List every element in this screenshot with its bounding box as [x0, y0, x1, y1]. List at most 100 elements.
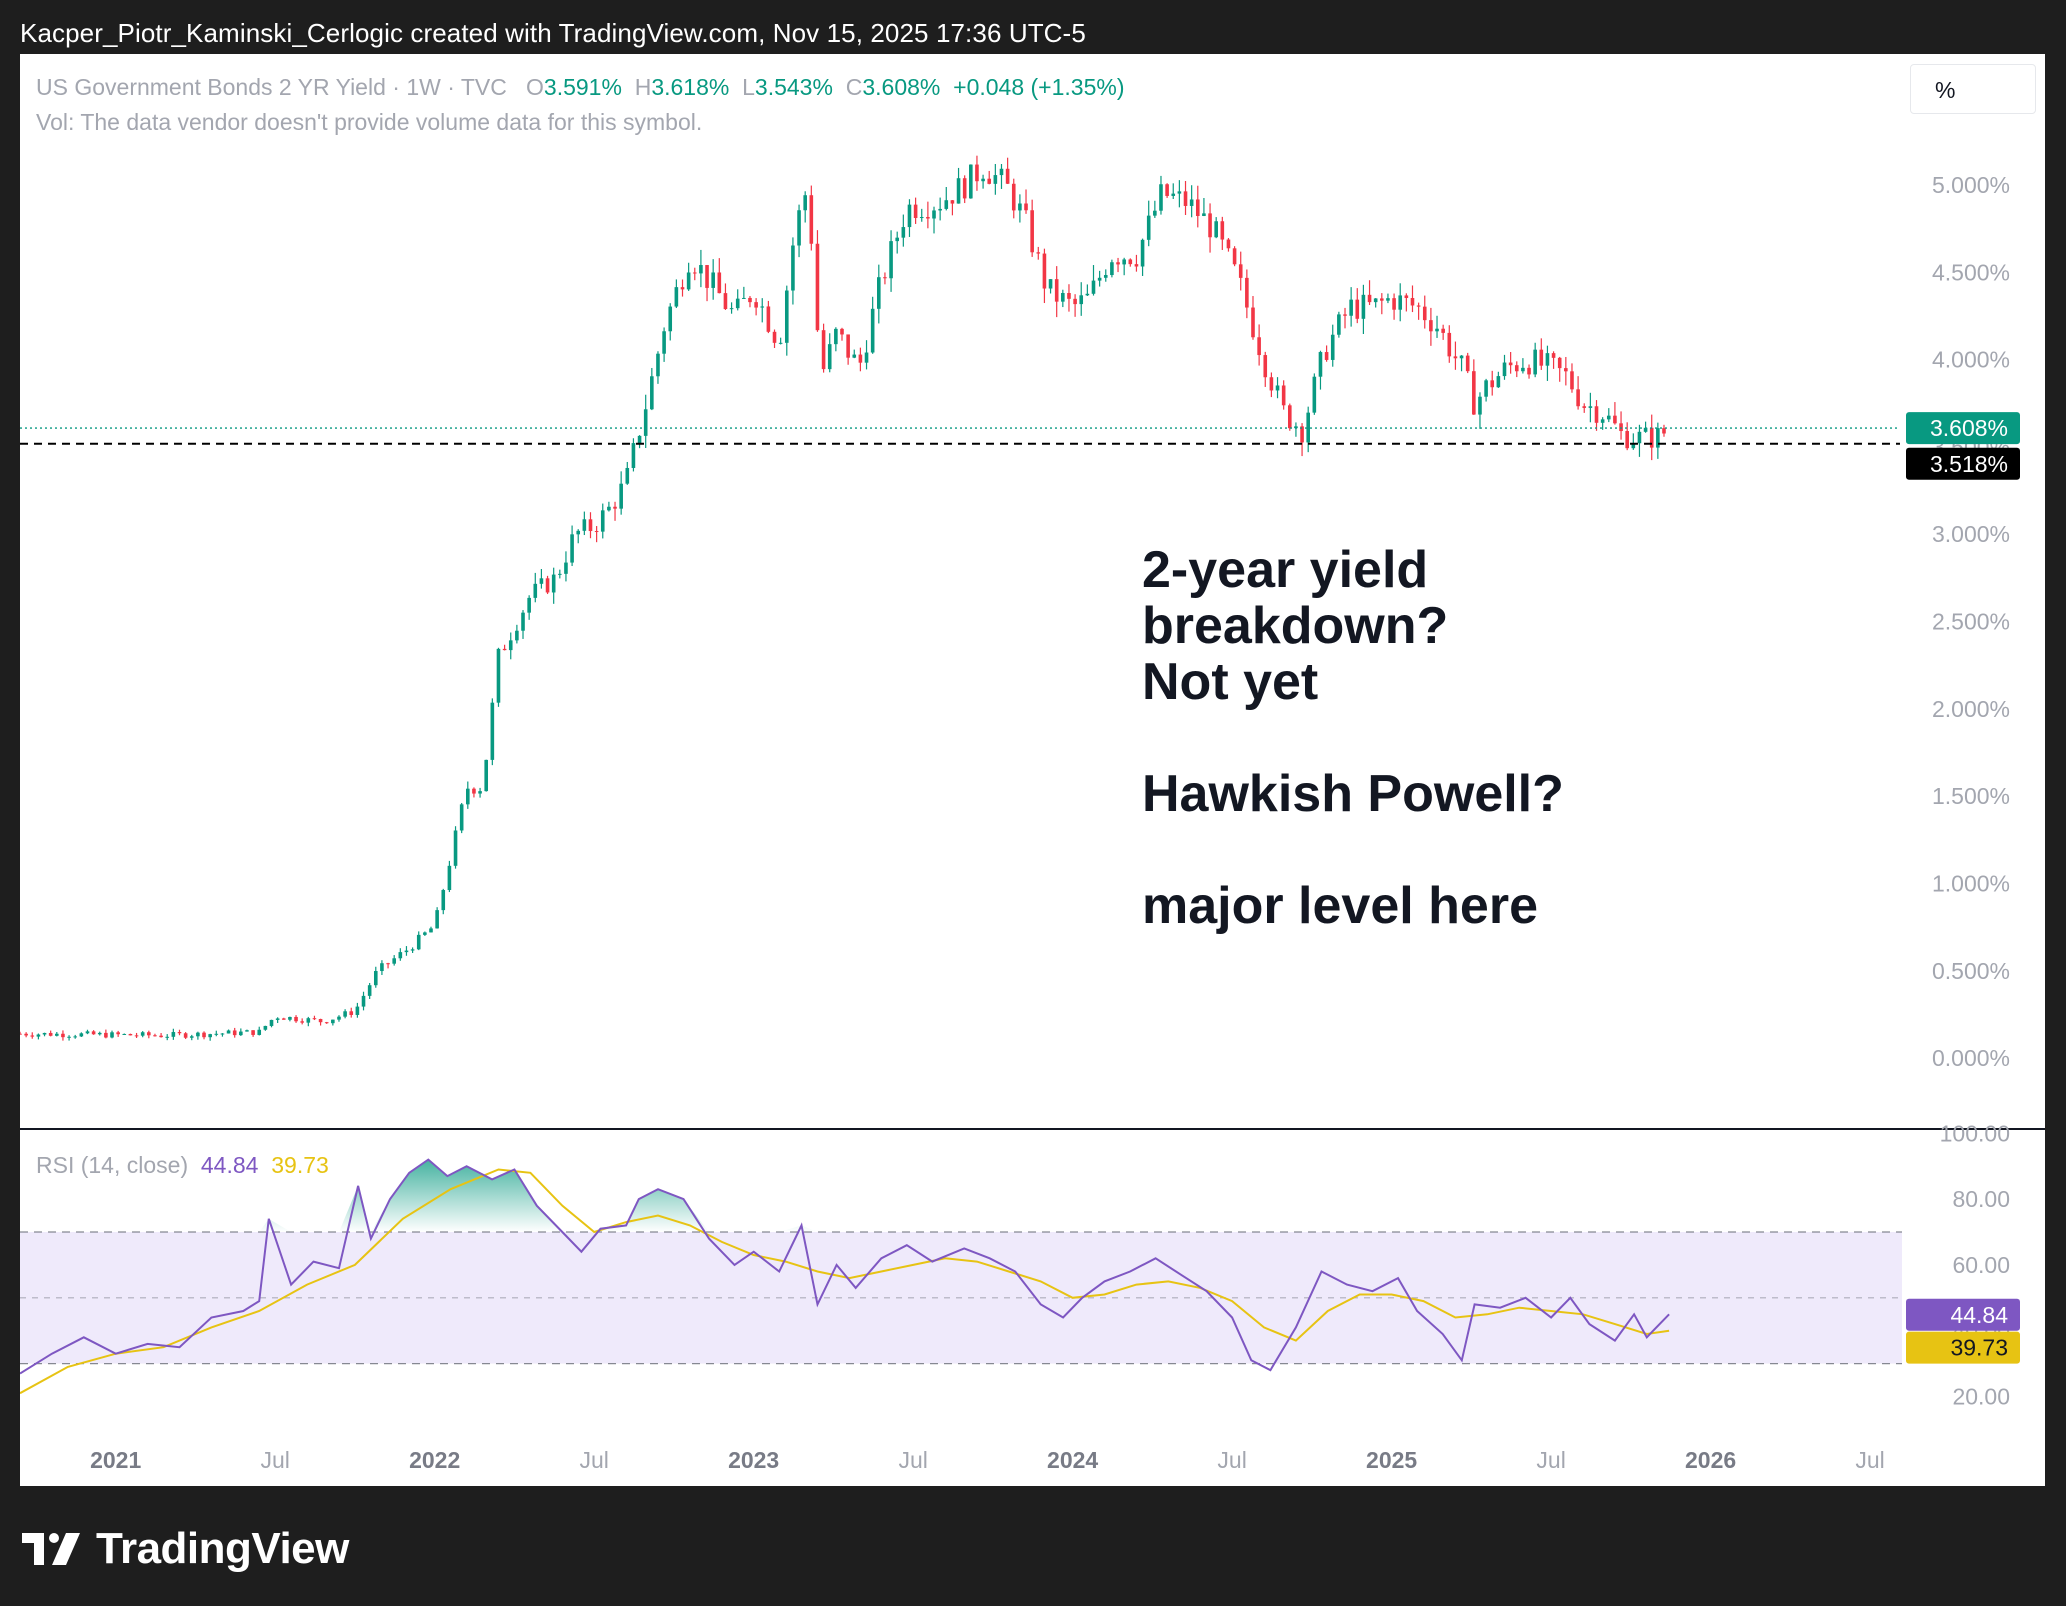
- candle-body: [975, 164, 979, 182]
- candle-body: [202, 1032, 206, 1038]
- candle-body: [1018, 203, 1022, 211]
- candle-body: [668, 306, 673, 332]
- candle-body: [294, 1016, 298, 1022]
- annotation-line: Hawkish Powell?: [1142, 765, 1564, 823]
- candle-body: [1275, 385, 1280, 391]
- candle-body: [48, 1032, 53, 1036]
- candle-body: [1110, 262, 1114, 276]
- candle-body: [1441, 328, 1445, 333]
- candle-body: [987, 178, 992, 184]
- candle-body: [1214, 221, 1218, 238]
- snapshot-header: Kacper_Piotr_Kaminski_Cerlogic created w…: [20, 18, 1086, 48]
- candle-body: [472, 788, 476, 794]
- candle-body: [1183, 191, 1188, 206]
- rsi-tick-label: 20.00: [1952, 1384, 2010, 1410]
- candle-body: [735, 298, 740, 309]
- close-value: 3.608%: [862, 74, 941, 100]
- candle-body: [1392, 298, 1396, 310]
- candle-body: [1649, 427, 1654, 448]
- candle-body: [208, 1034, 212, 1038]
- rsi-title[interactable]: RSI (14, close): [36, 1152, 189, 1178]
- symbol-legend[interactable]: US Government Bonds 2 YR Yield · 1W · TV…: [36, 74, 1124, 101]
- high-value: 3.618%: [651, 74, 730, 100]
- candle-body: [1576, 389, 1580, 407]
- symbol-title[interactable]: US Government Bonds 2 YR Yield · 1W · TV…: [36, 74, 507, 100]
- candle-body: [877, 277, 881, 309]
- candle-body: [423, 932, 427, 935]
- candle-body: [1398, 295, 1403, 310]
- candle-body: [1600, 419, 1605, 423]
- candle-body: [349, 1011, 354, 1015]
- candle-body: [490, 702, 495, 760]
- volume-note: Vol: The data vendor doesn't provide vol…: [36, 109, 703, 135]
- level-price-tag-bg: [1906, 447, 2020, 480]
- candle-body: [1269, 377, 1274, 391]
- candle-body: [91, 1031, 96, 1035]
- candle-body: [1447, 332, 1452, 357]
- candle-body: [110, 1032, 114, 1038]
- candle-body: [1465, 355, 1470, 372]
- candle-body: [551, 574, 556, 593]
- candle-body: [1220, 221, 1225, 240]
- candle-body: [1128, 259, 1133, 265]
- candle-body: [1085, 293, 1090, 296]
- price-tick-label: 2.000%: [1932, 696, 2010, 722]
- candle-body: [1496, 376, 1501, 388]
- candle-body: [459, 804, 464, 831]
- candle-body: [919, 217, 924, 219]
- candle-body: [1508, 362, 1513, 366]
- candle-body: [956, 178, 961, 204]
- candle-body: [784, 290, 789, 343]
- tradingview-branding[interactable]: TradingView: [22, 1524, 349, 1574]
- candle-body: [1380, 298, 1384, 301]
- time-tick-label: Jul: [1536, 1447, 1565, 1473]
- rsi-ma-value: 39.73: [271, 1152, 329, 1178]
- candle-body: [791, 245, 795, 291]
- candle-body: [288, 1016, 292, 1020]
- candle-body: [1202, 213, 1206, 216]
- candle-body: [1373, 298, 1378, 303]
- candle-body: [380, 963, 384, 972]
- candle-body: [404, 950, 409, 953]
- candle-body: [521, 612, 525, 631]
- candle-body: [1146, 215, 1151, 240]
- candle-body: [545, 578, 550, 593]
- candle-body: [1453, 356, 1458, 359]
- rsi-tick-label: 100.00: [1940, 1120, 2010, 1146]
- candle-body: [809, 195, 814, 244]
- candle-body: [1459, 355, 1464, 359]
- candle-body: [1588, 406, 1593, 408]
- time-tick-label: 2026: [1685, 1447, 1736, 1473]
- chart-panel[interactable]: 0.000% 0.500% 1.000% 1.500% 2.000% 2.500% 3.00…: [20, 54, 2045, 1486]
- tradingview-wordmark: TradingView: [96, 1524, 349, 1573]
- chart-canvas[interactable]: 0.000% 0.500% 1.000% 1.500% 2.000% 2.500% 3.00…: [20, 54, 2045, 1486]
- percent-scale-button[interactable]: %: [1910, 64, 2036, 114]
- candle-body: [1478, 396, 1482, 415]
- candle-body: [337, 1016, 341, 1020]
- candle-body: [410, 949, 415, 951]
- candle-body: [797, 210, 801, 246]
- candle-body: [1300, 426, 1304, 443]
- candle-body: [1582, 406, 1587, 408]
- candle-body: [496, 648, 501, 703]
- candle-body: [220, 1033, 225, 1035]
- annotation-line: major level here: [1142, 877, 1538, 935]
- candle-body: [177, 1032, 182, 1034]
- candle-body: [55, 1033, 59, 1036]
- candle-body: [1134, 264, 1139, 267]
- candle-body: [1079, 295, 1084, 305]
- candle-body: [1367, 294, 1372, 303]
- annotation-line: 2-year yield: [1142, 541, 1429, 599]
- candle-body: [1404, 295, 1409, 299]
- candle-body: [331, 1019, 335, 1024]
- candle-body: [1435, 328, 1439, 332]
- candle-body: [981, 178, 985, 182]
- time-tick-label: 2024: [1047, 1447, 1098, 1473]
- candle-body: [263, 1025, 268, 1030]
- rsi-legend[interactable]: RSI (14, close) 44.84 39.73: [36, 1152, 329, 1179]
- candle-body: [1539, 349, 1544, 366]
- price-lines: [20, 427, 2045, 1130]
- open-label: O: [526, 74, 544, 100]
- candle-body: [478, 791, 482, 794]
